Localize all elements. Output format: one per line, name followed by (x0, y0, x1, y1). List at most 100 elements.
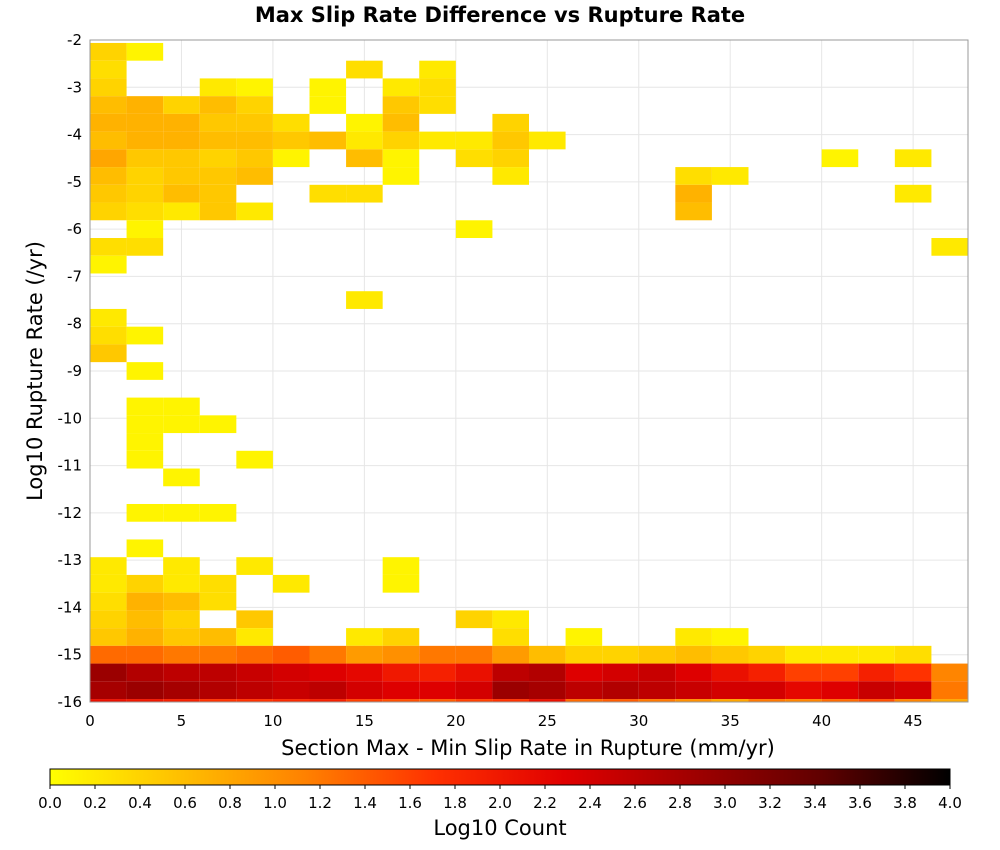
colorbar-tick-label: 1.6 (398, 794, 422, 812)
x-tick-label: 5 (177, 712, 187, 730)
heatmap-cell (126, 681, 164, 700)
heatmap-cell (272, 574, 310, 593)
heatmap-cell (272, 113, 310, 132)
heatmap-cell (675, 663, 712, 682)
heatmap-cell (858, 645, 895, 664)
heatmap-cell (382, 96, 420, 114)
heatmap-cell (346, 113, 383, 132)
heatmap-cell (711, 699, 749, 702)
heatmap-cell (90, 681, 127, 700)
heatmap-cell (419, 681, 456, 700)
colorbar-tick-label: 4.0 (938, 794, 962, 812)
heatmap-cell (602, 645, 639, 664)
heatmap-cell (199, 645, 237, 664)
heatmap-cell (638, 681, 676, 700)
heatmap-cell (858, 699, 895, 702)
heatmap-cell (199, 113, 237, 132)
heatmap-cell (126, 433, 164, 451)
heatmap-cell (126, 42, 164, 61)
heatmap-cell (931, 238, 968, 256)
heatmap-cell (272, 699, 310, 702)
heatmap-cell (455, 645, 493, 664)
y-tick-label: -16 (58, 693, 83, 711)
colorbar-tick-label: 0.2 (83, 794, 107, 812)
heatmap-cell (455, 610, 493, 629)
heatmap-cell (126, 628, 164, 646)
heatmap-cell (309, 645, 347, 664)
heatmap-cell (236, 681, 273, 700)
heatmap-cell (492, 663, 529, 682)
heatmap-cell (199, 699, 237, 702)
colorbar-tick-label: 3.8 (893, 794, 917, 812)
y-tick-label: -4 (67, 126, 82, 144)
x-axis-label: Section Max - Min Slip Rate in Rupture (… (281, 736, 775, 760)
heatmap-cell (565, 663, 603, 682)
heatmap-cell (346, 184, 383, 203)
heatmap-cell (858, 681, 895, 700)
heatmap-cell (126, 131, 164, 150)
y-tick-label: -13 (58, 551, 83, 569)
y-tick-label: -8 (67, 315, 82, 333)
heatmap-cell (126, 645, 164, 664)
heatmap-cell (419, 96, 456, 114)
heatmap-cell (529, 681, 566, 700)
heatmap-cell (199, 131, 237, 150)
heatmap-cell (529, 699, 566, 702)
heatmap-cell (90, 238, 127, 256)
colorbar-label: Log10 Count (433, 816, 566, 840)
heatmap-cell (126, 663, 164, 682)
heatmap-cell (163, 96, 200, 114)
heatmap-cell (894, 149, 932, 168)
heatmap-cell (748, 681, 786, 700)
heatmap-cell (821, 149, 859, 168)
heatmap-cell (492, 681, 529, 700)
heatmap-cell (455, 681, 493, 700)
heatmap-cell (382, 699, 420, 702)
heatmap-cell (90, 592, 127, 611)
heatmap-cell (529, 663, 566, 682)
colorbar-tick-label: 2.2 (533, 794, 557, 812)
heatmap-cell (199, 592, 237, 611)
heatmap-cell (236, 628, 273, 646)
heatmap-cell (236, 610, 273, 629)
heatmap-cell (126, 539, 164, 558)
heatmap-cell (455, 663, 493, 682)
heatmap-cell (346, 291, 383, 309)
heatmap-cell (894, 184, 932, 203)
colorbar-tick-label: 1.0 (263, 794, 287, 812)
heatmap-cell (163, 202, 200, 221)
colorbar-tick-label: 2.8 (668, 794, 692, 812)
heatmap-cell (163, 415, 200, 434)
x-axis-ticks: 0 5 10 15 20 25 30 35 40 45 (85, 712, 922, 730)
colorbar-tick-label: 1.4 (353, 794, 377, 812)
heatmap-cell (126, 592, 164, 611)
heatmap-cell (90, 42, 127, 61)
heatmap-cell (126, 149, 164, 168)
heatmap-cell (382, 557, 420, 575)
heatmap-cell (492, 628, 529, 646)
heatmap-cell (748, 663, 786, 682)
heatmap-cell (163, 167, 200, 185)
x-tick-label: 35 (721, 712, 740, 730)
heatmap-cell (126, 220, 164, 239)
heatmap-cell (309, 131, 347, 150)
heatmap-cell (236, 96, 273, 114)
heatmap-cell (90, 610, 127, 629)
x-tick-label: 10 (263, 712, 282, 730)
heatmap-cell (675, 167, 712, 185)
heatmap-cell (90, 255, 127, 274)
heatmap-cell (126, 574, 164, 593)
heatmap-cell (382, 131, 420, 150)
heatmap-cell (163, 574, 200, 593)
x-tick-label: 30 (629, 712, 648, 730)
heatmap-cell (236, 557, 273, 575)
heatmap-cell (785, 645, 822, 664)
heatmap-cell (602, 681, 639, 700)
heatmap-cell (382, 681, 420, 700)
heatmap-cell (163, 468, 200, 487)
heatmap-cell (163, 113, 200, 132)
heatmap-cell (236, 663, 273, 682)
heatmap-cell (419, 60, 456, 79)
heatmap-cell (346, 131, 383, 150)
